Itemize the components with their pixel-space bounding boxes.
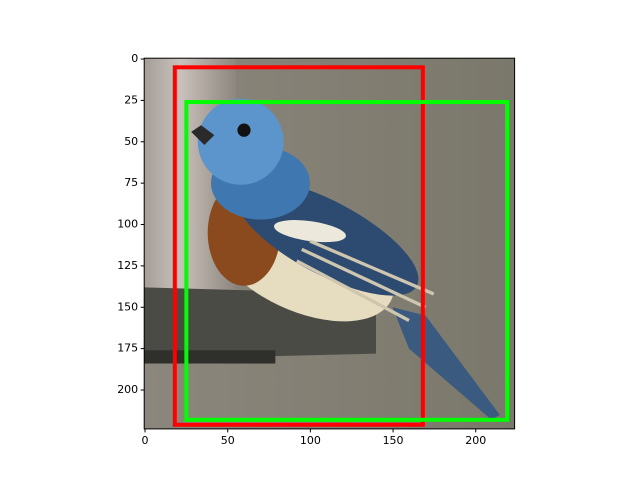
y-tick-label: 75 bbox=[124, 176, 138, 189]
y-tick-label: 100 bbox=[117, 218, 138, 231]
wing-stripes bbox=[296, 239, 435, 322]
y-tick-label: 125 bbox=[117, 259, 138, 272]
y-tick-label: 200 bbox=[117, 383, 138, 396]
head bbox=[197, 98, 284, 185]
wing-bar bbox=[274, 220, 346, 243]
x-tick-label: 50 bbox=[221, 434, 235, 447]
x-tick-label: 150 bbox=[383, 434, 404, 447]
tray-edge bbox=[144, 350, 276, 364]
x-tick-label: 200 bbox=[465, 434, 486, 447]
beak bbox=[191, 125, 215, 146]
y-tick-label: 175 bbox=[117, 342, 138, 355]
y-tick-label: 150 bbox=[117, 300, 138, 313]
tail bbox=[392, 307, 500, 420]
bounding-box bbox=[172, 65, 425, 427]
photo bbox=[144, 58, 515, 429]
eye bbox=[237, 123, 251, 137]
x-tick-label: 0 bbox=[142, 434, 149, 447]
bounding-box bbox=[184, 100, 510, 422]
y-tick-label: 25 bbox=[124, 93, 138, 106]
axes-frame bbox=[143, 57, 516, 430]
x-tick-label: 100 bbox=[300, 434, 321, 447]
y-tick-label: 50 bbox=[124, 135, 138, 148]
y-tick-label: 0 bbox=[131, 52, 138, 65]
